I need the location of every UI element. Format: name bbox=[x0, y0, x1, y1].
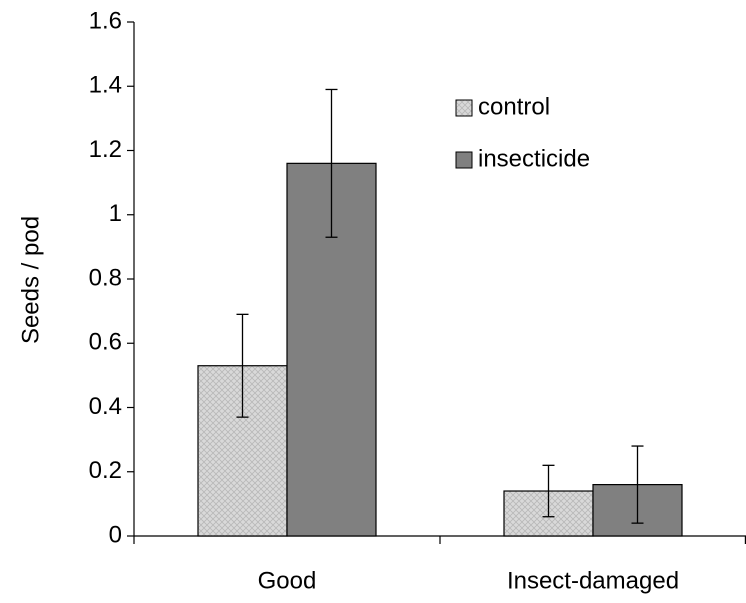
y-tick-label: 0.6 bbox=[89, 329, 122, 356]
y-tick-label: 0.4 bbox=[89, 393, 122, 420]
legend-swatch bbox=[455, 151, 473, 169]
x-tick-label: Good bbox=[258, 567, 317, 594]
y-axis-label: Seeds / pod bbox=[17, 216, 44, 344]
x-tick-label: Insect-damaged bbox=[507, 567, 679, 594]
y-tick-label: 0.8 bbox=[89, 264, 122, 291]
legend-label: insecticide bbox=[478, 145, 590, 172]
y-tick-label: 1.2 bbox=[89, 136, 122, 163]
y-tick-label: 0.2 bbox=[89, 457, 122, 484]
legend-label: control bbox=[478, 93, 550, 120]
y-tick-label: 1.6 bbox=[89, 7, 122, 34]
y-tick-label: 1.4 bbox=[89, 72, 122, 99]
y-tick-label: 0 bbox=[109, 521, 122, 548]
legend-swatch bbox=[455, 99, 473, 117]
y-tick-label: 1 bbox=[109, 200, 122, 227]
